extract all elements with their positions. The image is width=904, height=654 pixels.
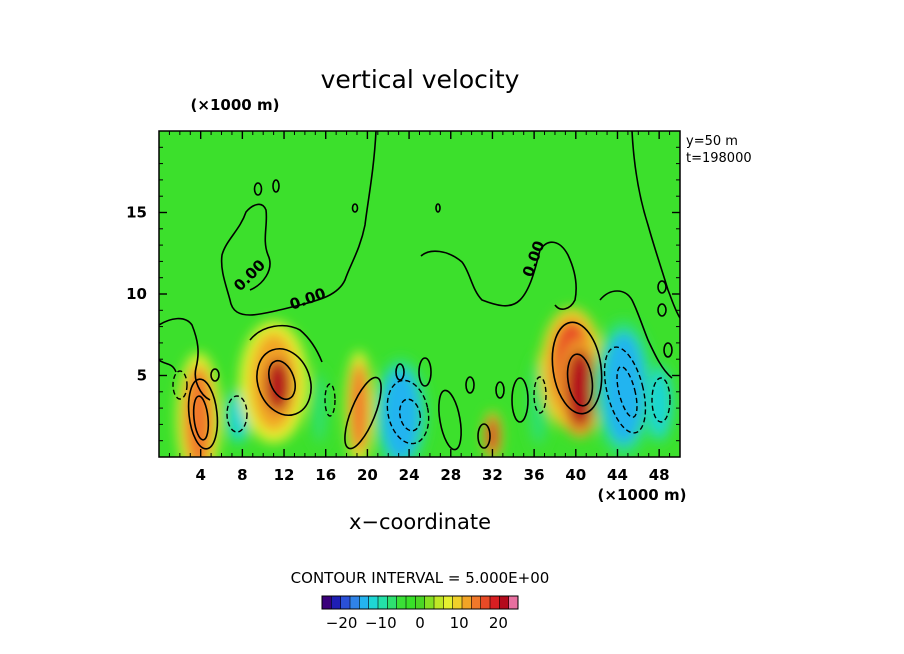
- colorbar-swatch: [331, 596, 342, 609]
- colorbar-swatch: [350, 596, 360, 609]
- colorbar: [321, 595, 519, 610]
- velocity-cell: [313, 375, 326, 441]
- positive-contour: [438, 389, 462, 451]
- chart-title: vertical velocity: [321, 65, 520, 94]
- zero-contour-line: [159, 317, 211, 401]
- negative-contour: [172, 370, 188, 400]
- colorbar-swatch: [359, 596, 370, 609]
- negative-contour: [324, 383, 336, 417]
- y-tick-label: 5: [137, 367, 147, 385]
- velocity-cell: [648, 370, 670, 436]
- small-contour: [253, 182, 263, 196]
- positive-contour: [256, 348, 312, 416]
- colorbar-swatch: [396, 596, 407, 609]
- x-tick-label: 12: [274, 466, 295, 484]
- negative-contour: [651, 377, 671, 423]
- small-contour: [657, 303, 667, 317]
- colorbar-swatch: [443, 596, 454, 609]
- zero-contour-line: [420, 241, 577, 310]
- velocity-cell: [381, 368, 420, 457]
- negative-contour: [603, 346, 647, 434]
- colorbar-swatch: [322, 596, 332, 609]
- colorbar-swatch: [462, 596, 472, 609]
- info-line-t: t=198000: [686, 151, 752, 166]
- y-tick-label: 15: [126, 204, 147, 222]
- negative-contour: [533, 376, 547, 414]
- small-contour: [210, 368, 220, 382]
- colorbar-tick-label: 20: [489, 614, 508, 632]
- x-tick-label: 4: [195, 466, 205, 484]
- velocity-cell: [349, 362, 369, 454]
- colorbar-swatch: [452, 596, 463, 609]
- colorbar-swatch: [508, 596, 519, 609]
- colorbar-tick-label: −20: [326, 614, 358, 632]
- y-axis-unit: (×1000 m): [191, 96, 280, 114]
- small-contour: [657, 280, 667, 294]
- colorbar-swatch: [415, 596, 426, 609]
- velocity-cell: [565, 349, 595, 428]
- positive-contour: [268, 359, 296, 401]
- colorbar-swatch: [490, 596, 500, 609]
- x-tick-label: 16: [315, 466, 336, 484]
- zero-contour-line: [599, 290, 673, 379]
- y-tick-label: 10: [126, 285, 147, 303]
- velocity-cell: [486, 416, 499, 456]
- x-tick-label: 40: [565, 466, 586, 484]
- negative-contour: [226, 395, 248, 433]
- colorbar-swatch: [378, 596, 388, 609]
- small-contour: [351, 203, 359, 213]
- zero-contour-line: [631, 131, 680, 319]
- positive-contour: [192, 395, 210, 441]
- x-tick-label: 20: [357, 466, 378, 484]
- positive-contour: [511, 377, 529, 423]
- negative-contour: [616, 365, 638, 419]
- colorbar-tick-label: 0: [415, 614, 425, 632]
- colorbar-frame: [321, 595, 519, 610]
- colorbar-swatch: [368, 596, 379, 609]
- positive-contour: [566, 353, 594, 407]
- colorbar-swatch: [434, 596, 444, 609]
- x-axis-unit: (×1000 m): [598, 486, 687, 504]
- colorbar-tick-label: 10: [450, 614, 469, 632]
- x-tick-label: 48: [649, 466, 670, 484]
- small-contour: [663, 342, 673, 358]
- contour-interval-label: CONTOUR INTERVAL = 5.000E+00: [291, 569, 550, 587]
- colorbar-swatch: [499, 596, 510, 609]
- small-contour: [465, 376, 475, 394]
- colorbar-swatch: [471, 596, 482, 609]
- zero-contour-line: [249, 324, 323, 363]
- negative-contour: [398, 398, 422, 432]
- small-contour: [435, 203, 441, 213]
- small-contour: [495, 381, 505, 399]
- zero-contour-line: [220, 131, 377, 316]
- colorbar-swatch: [480, 596, 491, 609]
- zero-contour-line: [159, 359, 177, 373]
- positive-contour: [551, 321, 603, 415]
- x-tick-label: 28: [440, 466, 461, 484]
- small-contour: [272, 179, 280, 193]
- colorbar-tick-label: −10: [365, 614, 397, 632]
- colorbar-swatch: [340, 596, 351, 609]
- x-tick-label: 24: [399, 466, 420, 484]
- x-tick-label: 36: [524, 466, 545, 484]
- positive-contour: [477, 423, 491, 449]
- positive-contour: [187, 378, 219, 450]
- negative-contour: [386, 379, 430, 445]
- plot-area: 0.00 0.00 0.00: [158, 130, 681, 458]
- x-tick-label: 32: [482, 466, 503, 484]
- x-tick-label: 8: [237, 466, 247, 484]
- info-line-y: y=50 m: [686, 134, 738, 149]
- colorbar-swatch: [424, 596, 435, 609]
- x-axis-label: x−coordinate: [349, 510, 491, 534]
- x-tick-label: 44: [607, 466, 628, 484]
- colorbar-swatch: [406, 596, 416, 609]
- positive-contour: [344, 376, 382, 450]
- colorbar-swatch: [387, 596, 398, 609]
- small-contour: [395, 363, 405, 381]
- positive-contour: [418, 357, 432, 387]
